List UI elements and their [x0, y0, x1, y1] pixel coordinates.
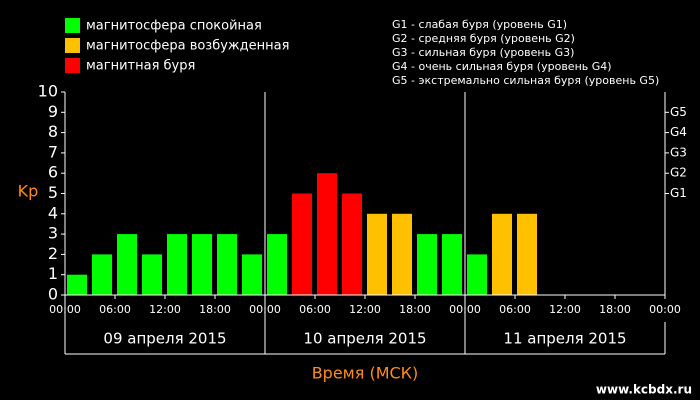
x-tick-label: 06:00 — [499, 303, 531, 316]
x-tick-label: 12:00 — [149, 303, 181, 316]
y-tick-label: 0 — [48, 285, 58, 304]
legend-swatch — [65, 38, 80, 53]
x-tick-label: 18:00 — [399, 303, 431, 316]
storm-legend: G2 - средняя буря (уровень G2) — [392, 32, 575, 45]
bar — [342, 193, 362, 295]
bar — [392, 213, 412, 295]
y2-tick-label: G4 — [670, 125, 687, 139]
x-tick-label: 06:00 — [99, 303, 131, 316]
bar — [142, 254, 162, 295]
bar — [517, 213, 537, 295]
y-tick-label: 9 — [48, 102, 58, 121]
legend-label: магнитосфера спокойная — [86, 19, 262, 34]
bar — [292, 193, 312, 295]
bar — [117, 234, 137, 295]
x-tick-label: 18:00 — [199, 303, 231, 316]
x-tick-label: 12:00 — [349, 303, 381, 316]
y-tick-label: 2 — [48, 244, 58, 263]
y-tick-label: 7 — [48, 142, 58, 161]
day-label: 10 апреля 2015 — [303, 330, 426, 348]
y2-tick-label: G2 — [670, 166, 687, 180]
bar — [92, 254, 112, 295]
bar — [492, 213, 512, 295]
y-tick-label: 3 — [48, 224, 58, 243]
y-tick-label: 1 — [48, 264, 58, 283]
storm-legend: G4 - очень сильная буря (уровень G4) — [392, 60, 612, 73]
bar — [442, 234, 462, 295]
watermark: www.kcbdx.ru — [596, 383, 692, 397]
storm-legend: G3 - сильная буря (уровень G3) — [392, 46, 574, 59]
y-tick-label: 8 — [48, 122, 58, 141]
bar — [67, 274, 87, 295]
bar — [167, 234, 187, 295]
bar — [467, 254, 487, 295]
bar — [267, 234, 287, 295]
x-tick-label: 06:00 — [299, 303, 331, 316]
y-axis-label: Kp — [18, 182, 39, 201]
storm-legend: G5 - экстремально сильная буря (уровень … — [392, 74, 659, 87]
y-tick-label: 4 — [48, 203, 58, 222]
y2-tick-label: G5 — [670, 105, 687, 119]
x-tick-label: 12:00 — [549, 303, 581, 316]
y-tick-label: 5 — [48, 183, 58, 202]
x-tick-label: 18:00 — [599, 303, 631, 316]
y2-tick-label: G3 — [670, 145, 687, 159]
y-tick-label: 10 — [38, 82, 58, 101]
bar — [367, 213, 387, 295]
legend-label: магнитная буря — [86, 59, 195, 74]
y-tick-label: 6 — [48, 163, 58, 182]
day-label: 09 апреля 2015 — [103, 330, 226, 348]
x-axis-label: Время (МСК) — [312, 364, 419, 383]
bar — [192, 234, 212, 295]
bar — [242, 254, 262, 295]
bar — [217, 234, 237, 295]
bar — [317, 173, 337, 295]
y2-tick-label: G1 — [670, 186, 687, 200]
bar — [417, 234, 437, 295]
storm-legend: G1 - слабая буря (уровень G1) — [392, 18, 567, 31]
day-label: 11 апреля 2015 — [503, 330, 626, 348]
x-tick-label: 00:00 — [649, 303, 681, 316]
legend-swatch — [65, 58, 80, 73]
legend-label: магнитосфера возбужденная — [86, 39, 289, 54]
legend-swatch — [65, 18, 80, 33]
